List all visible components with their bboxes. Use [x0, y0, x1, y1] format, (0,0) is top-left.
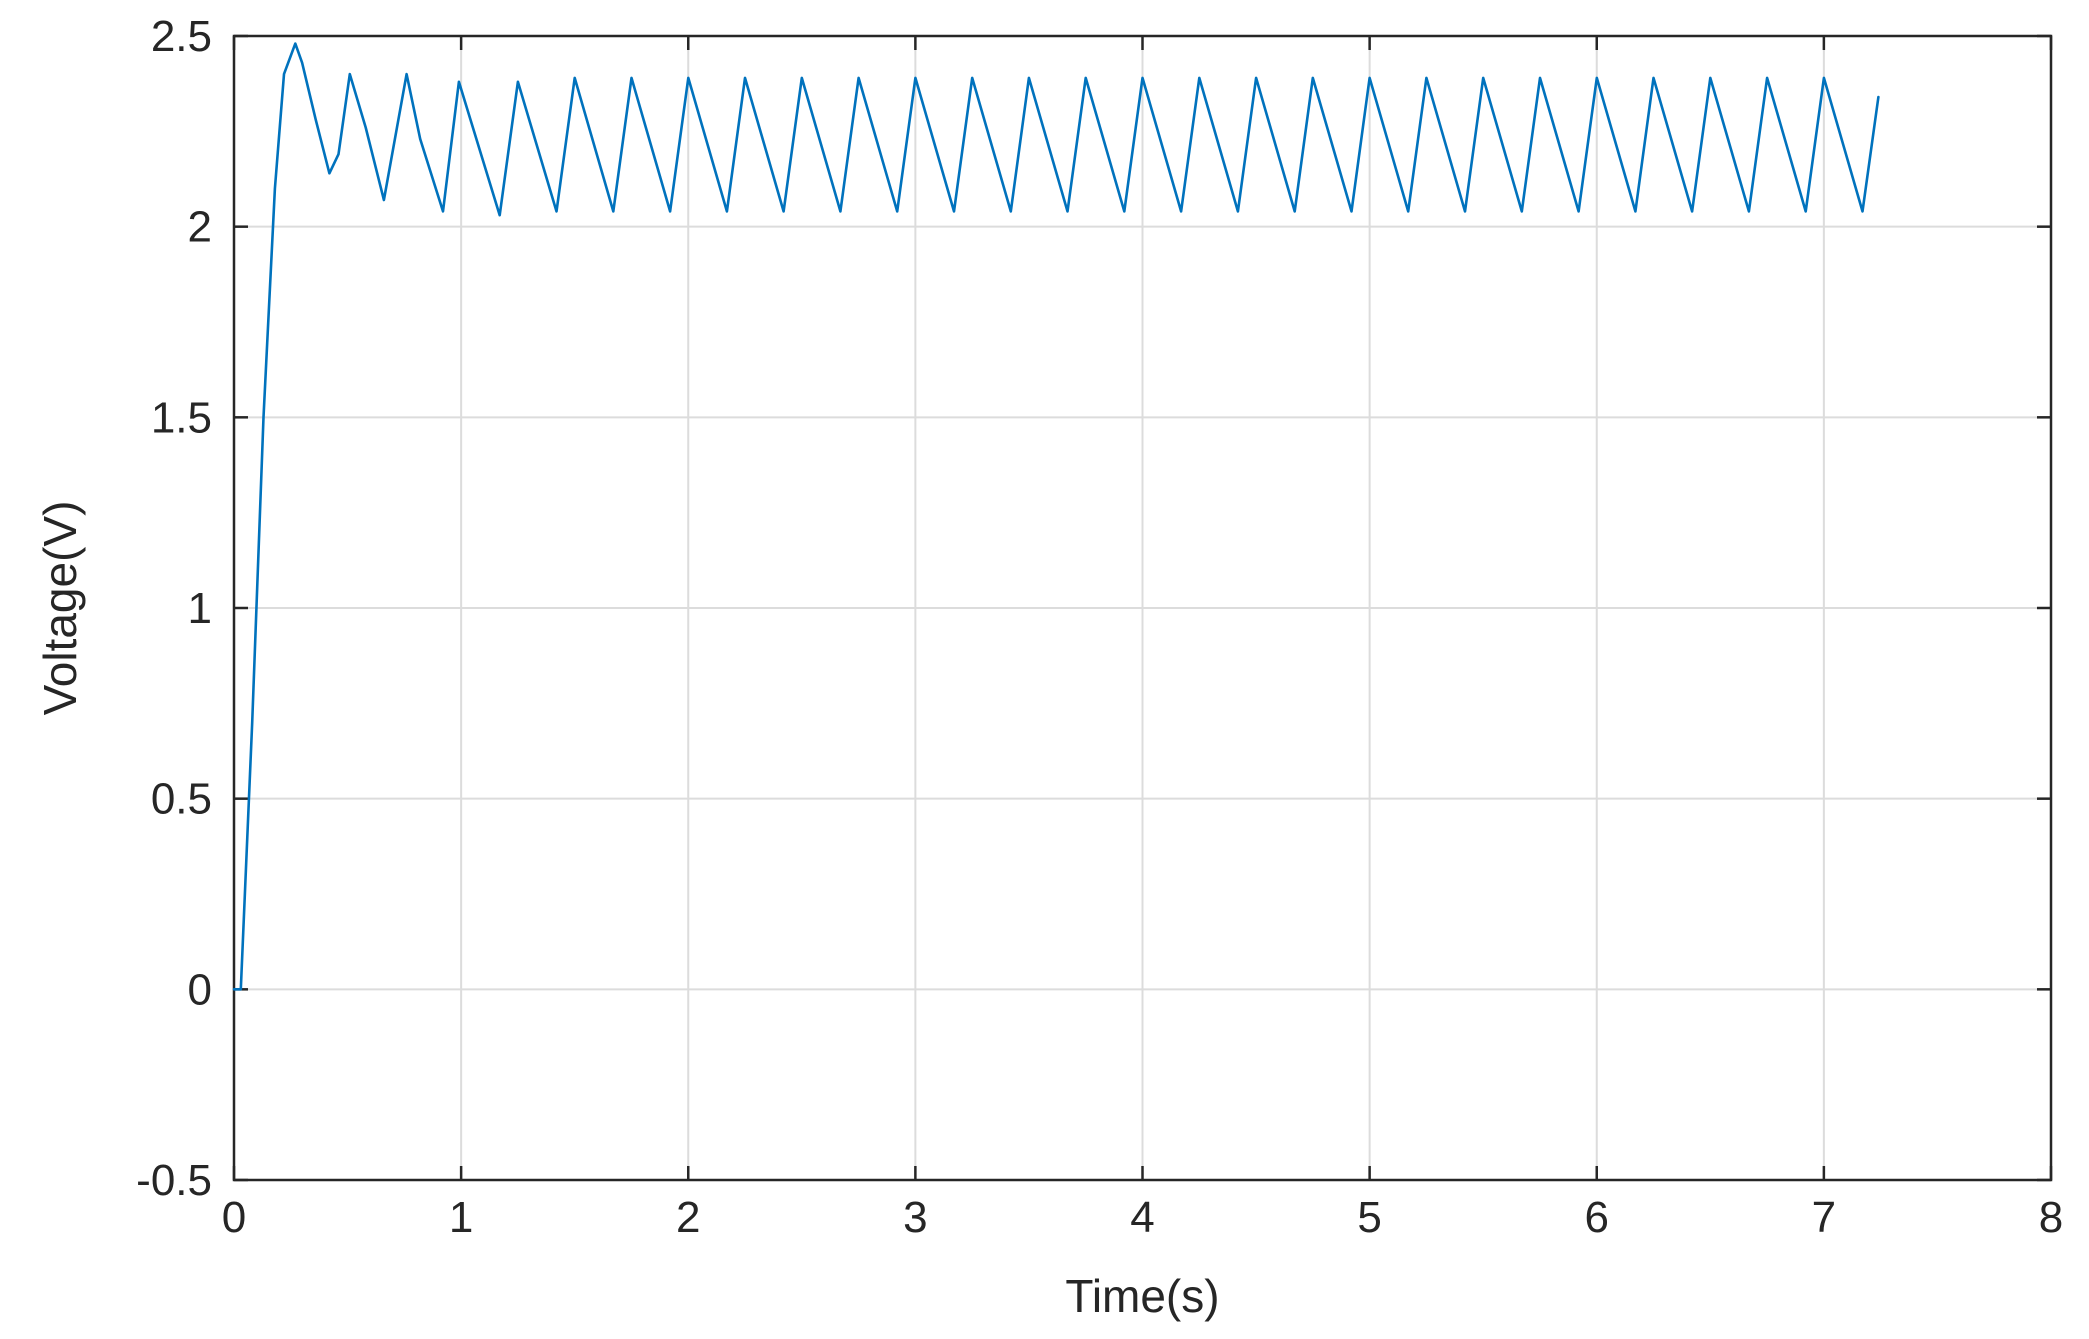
x-axis-title: Time(s): [1065, 1270, 1219, 1322]
y-axis-title: Voltage(V): [34, 501, 86, 716]
y-tick-label: 1.5: [151, 393, 212, 442]
x-tick-label: 3: [903, 1193, 927, 1242]
x-tick-label: 8: [2039, 1193, 2063, 1242]
series-line: [232, 42, 1880, 991]
y-tick-label: -0.5: [136, 1156, 212, 1205]
x-tick-label: 4: [1130, 1193, 1154, 1242]
y-tick-label: 0.5: [151, 775, 212, 824]
y-tick-label: 2: [188, 203, 212, 252]
y-tick-label: 2.5: [151, 12, 212, 61]
x-tick-label: 2: [676, 1193, 700, 1242]
x-tick-label: 5: [1357, 1193, 1381, 1242]
grid: [233, 35, 2052, 1181]
plot-area-frame: [232, 34, 2053, 1182]
x-tick-label: 1: [449, 1193, 473, 1242]
y-tick-label: 0: [188, 965, 212, 1014]
x-tick-label: 7: [1812, 1193, 1836, 1242]
series-layer: [232, 42, 1880, 991]
x-tick-label: 6: [1585, 1193, 1609, 1242]
y-tick-labels: -0.5 0 0.5 1 1.5 2 2.5: [136, 12, 212, 1205]
x-tick-labels: 0 1 2 3 4 5 6 7 8: [222, 1193, 2063, 1242]
x-tick-label: 0: [222, 1193, 246, 1242]
y-tick-label: 1: [188, 584, 212, 633]
